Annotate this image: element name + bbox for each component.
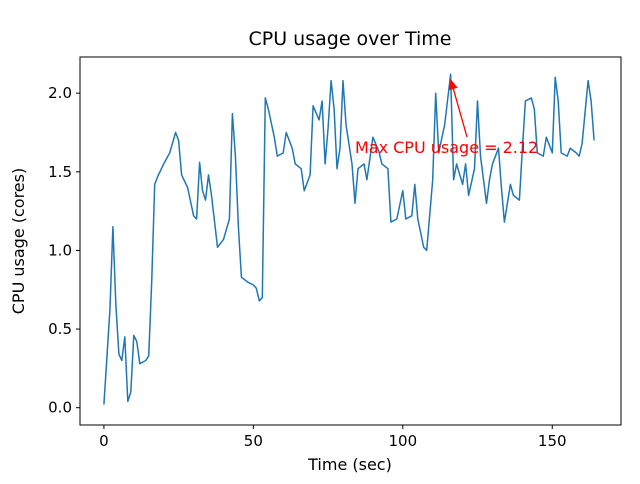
annotation-arrowhead [449, 79, 458, 91]
x-axis-label: Time (sec) [307, 455, 392, 474]
x-tick-label: 100 [388, 432, 417, 450]
x-tick-label: 50 [244, 432, 263, 450]
x-tick-label: 0 [99, 432, 109, 450]
x-tick-label: 150 [538, 432, 567, 450]
max-usage-annotation: Max CPU usage = 2.12 [355, 138, 538, 157]
y-tick-label: 1.5 [48, 163, 72, 181]
y-tick-label: 0.0 [48, 399, 72, 417]
y-tick-label: 0.5 [48, 320, 72, 338]
chart-title: CPU usage over Time [249, 28, 452, 50]
y-axis-label: CPU usage (cores) [9, 168, 28, 314]
y-tick-label: 1.0 [48, 241, 72, 259]
cpu-usage-line [103, 73, 595, 405]
plot-area: 0 50 100 150 0.0 0.5 1.0 1.5 2.0 Max CPU usage = … [48, 56, 622, 450]
axes-spines [79, 56, 622, 426]
y-tick-label: 2.0 [48, 84, 72, 102]
annotation-arrow [450, 79, 468, 138]
